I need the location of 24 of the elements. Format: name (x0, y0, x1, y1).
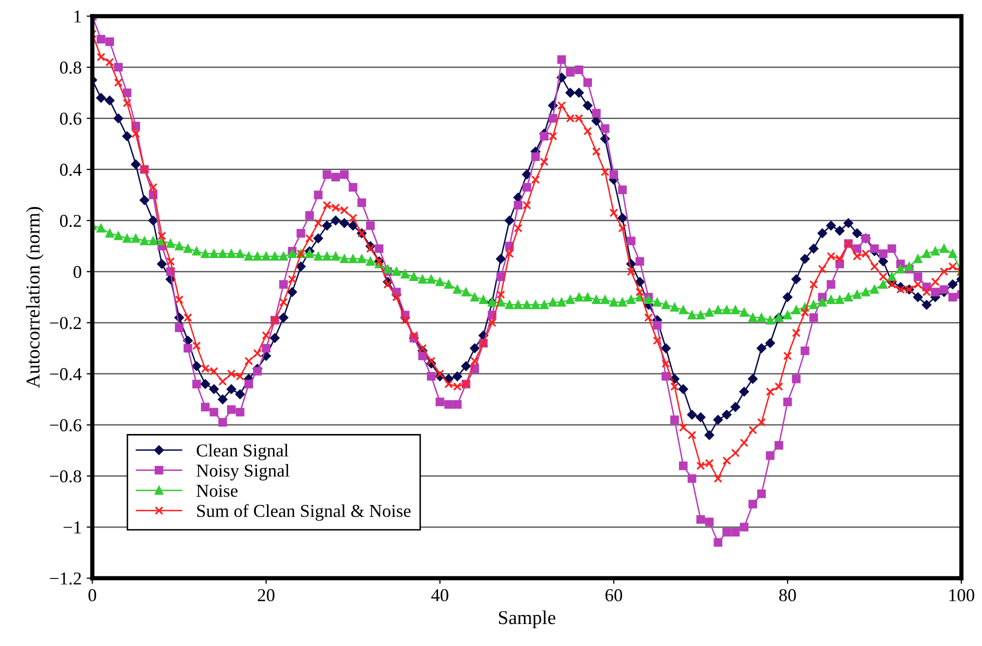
y-tick-label: 0 (74, 266, 82, 278)
legend-label: Noisy Signal (196, 464, 290, 480)
y-tick-label: 0.8 (60, 62, 82, 74)
x-tick-label: 20 (258, 589, 274, 602)
y-tick-label: 0.4 (60, 164, 82, 176)
legend-label: Clean Signal (196, 444, 288, 460)
y-tick-label: 0.6 (60, 112, 82, 125)
y-tick-label: 1 (74, 10, 81, 22)
y-tick-label: −0.2 (50, 316, 81, 330)
x-tick-label: 0 (88, 589, 96, 602)
x-tick-label: 100 (949, 589, 974, 602)
legend-label: Noise (196, 484, 238, 497)
x-tick-label: 60 (606, 589, 622, 602)
y-tick-label: 0.2 (60, 214, 81, 228)
y-tick-label: −0.6 (50, 419, 82, 432)
legend-label: Sum of Clean Signal & Noise (197, 504, 411, 521)
x-axis-title: Sample (498, 610, 556, 628)
y-tick-label: −0.8 (50, 470, 82, 483)
x-tick-label: 80 (779, 589, 796, 602)
y-tick-label: −1 (64, 521, 81, 534)
y-tick-label: −0.4 (50, 368, 82, 380)
x-tick-label: 40 (431, 589, 448, 602)
y-axis-title: Autocorrelation (norm) (26, 207, 44, 388)
y-tick-label: −1.2 (50, 572, 81, 585)
